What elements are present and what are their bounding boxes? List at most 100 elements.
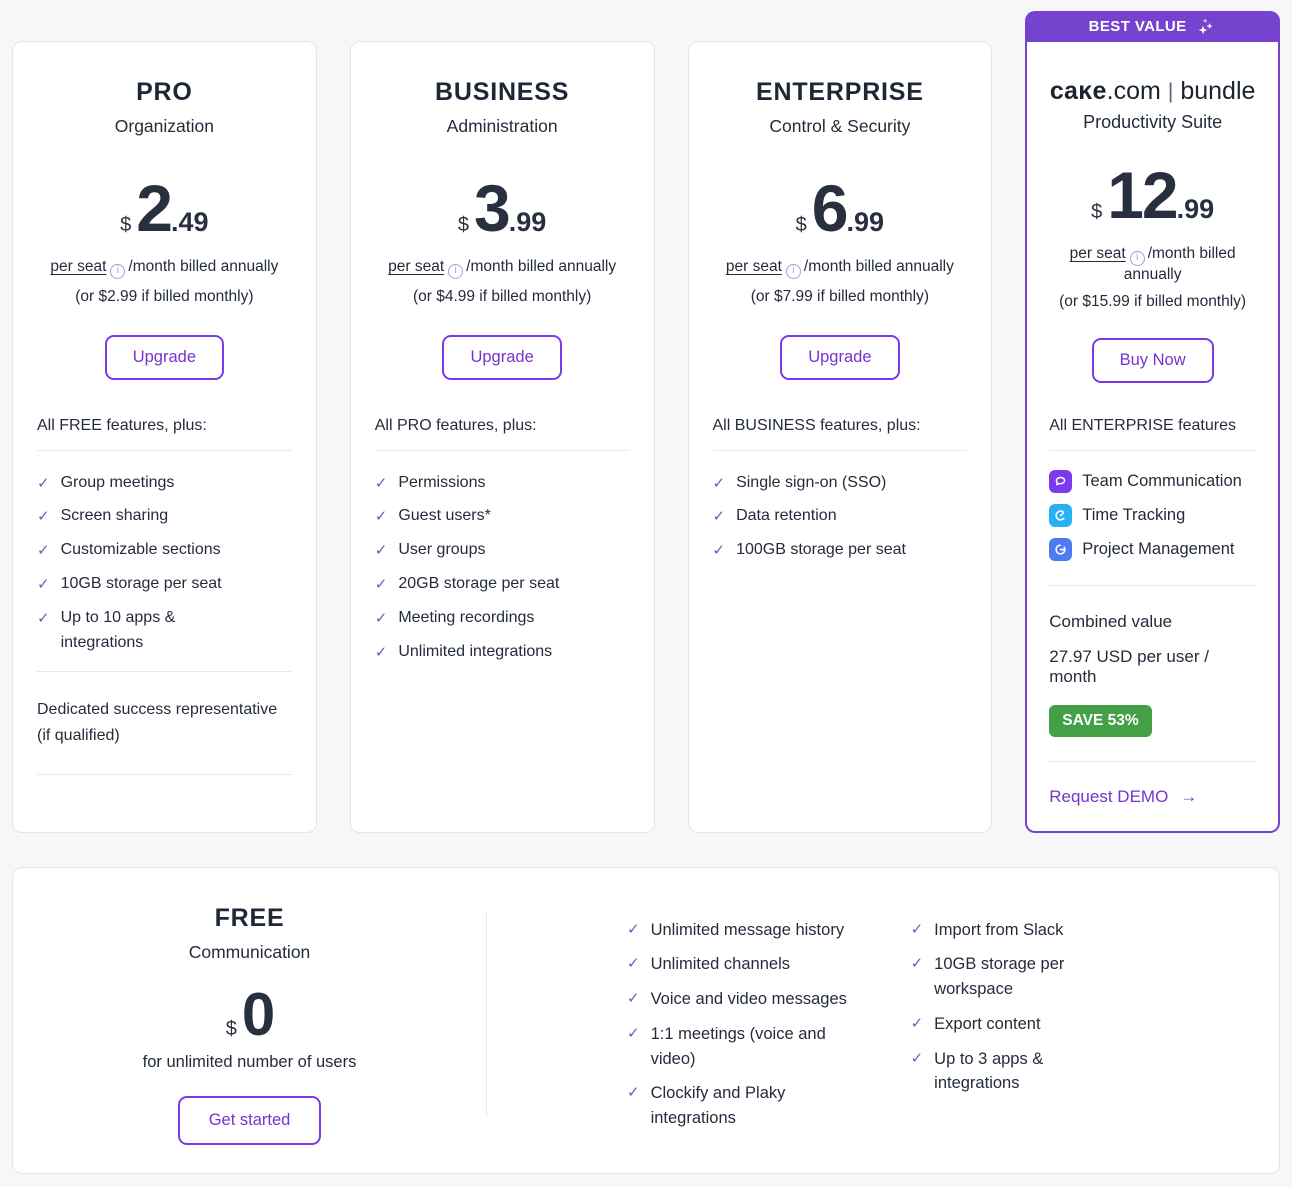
- divider: [37, 774, 292, 776]
- check-icon: ✓: [910, 1049, 924, 1067]
- check-icon: ✓: [627, 955, 640, 973]
- divider: [1049, 449, 1256, 451]
- check-icon: ✓: [374, 644, 388, 662]
- brand-dotcom: .com: [1106, 77, 1161, 105]
- info-icon[interactable]: i: [448, 263, 464, 279]
- feature-item: ✓ 100GB storage per seat: [713, 538, 968, 563]
- free-features-column-1: ✓ Unlimited message history ✓ Unlimited ch…: [627, 918, 856, 1153]
- brand-cake: caĸe: [1049, 77, 1107, 105]
- feature-item: ✓ Export content: [911, 1012, 1085, 1037]
- check-icon: ✓: [712, 474, 726, 492]
- feature-item: ✓ Group meetings: [37, 471, 292, 496]
- info-icon[interactable]: i: [785, 263, 801, 279]
- sparkles-icon: [1196, 16, 1217, 37]
- billing-line: per seat i/month billed annually: [713, 258, 968, 279]
- cake-com-bundle-logo: caĸe .com | bundle: [1049, 77, 1256, 106]
- plan-tagline: Organization: [114, 116, 214, 136]
- info-icon[interactable]: i: [110, 263, 126, 279]
- check-icon: ✓: [37, 610, 50, 628]
- plan-price: $6.99: [713, 175, 968, 241]
- app-row-team-communication: Team Communication: [1049, 469, 1256, 493]
- price-decimal: .49: [171, 207, 209, 237]
- upgrade-button-business[interactable]: Upgrade: [442, 334, 562, 380]
- billing-line: per seat i/month billed annually: [375, 258, 630, 279]
- feature-item: ✓ Single sign-on (SSO): [713, 471, 968, 496]
- divider: [374, 449, 630, 451]
- price-decimal: .99: [1176, 194, 1215, 224]
- buy-now-button[interactable]: Buy Now: [1091, 337, 1214, 383]
- check-icon: ✓: [910, 955, 924, 973]
- free-plan-summary: FREE Communication $0 for unlimited numb…: [13, 868, 486, 1173]
- ribbon-label: BEST VALUE: [1088, 18, 1187, 35]
- monthly-note: (or $4.99 if billed monthly): [412, 287, 592, 305]
- plan-tagline: Administration: [446, 116, 558, 136]
- plan-tagline: Control & Security: [769, 116, 911, 136]
- free-features-column-2: ✓ Import from Slack ✓ 10GB storage per wor…: [911, 918, 1085, 1153]
- plan-name-business: BUSINESS: [435, 78, 570, 106]
- free-features: ✓ Unlimited message history ✓ Unlimited ch…: [487, 868, 1279, 1173]
- get-started-button[interactable]: Get started: [177, 1095, 322, 1145]
- feature-item: ✓ Up to 3 apps & integrations: [911, 1047, 1085, 1097]
- monthly-note: (or $15.99 if billed monthly): [1059, 292, 1247, 310]
- divider: [37, 671, 292, 673]
- plan-name-enterprise: ENTERPRISE: [755, 78, 924, 106]
- per-seat-tooltip-trigger[interactable]: per seat: [725, 258, 782, 275]
- price-decimal: .99: [508, 207, 547, 237]
- app-label: Project Management: [1082, 539, 1235, 558]
- per-seat-tooltip-trigger[interactable]: per seat: [388, 258, 445, 275]
- check-icon: ✓: [627, 1084, 640, 1102]
- request-demo-link[interactable]: Request DEMO →: [1049, 786, 1198, 806]
- feature-item: ✓ Unlimited channels: [627, 952, 856, 977]
- upgrade-button-pro[interactable]: Upgrade: [104, 334, 225, 380]
- per-seat-tooltip-trigger[interactable]: per seat: [50, 258, 107, 275]
- info-icon[interactable]: i: [1129, 250, 1145, 266]
- plan-card-pro: PRO Organization $2.49 per seat i/month b…: [12, 41, 317, 833]
- bundle-tagline: Productivity Suite: [1083, 112, 1223, 132]
- feature-item: ✓ 10GB storage per workspace: [911, 952, 1085, 1002]
- price-integer: 12: [1107, 158, 1178, 232]
- app-label: Time Tracking: [1082, 505, 1186, 524]
- check-icon: ✓: [374, 542, 388, 560]
- upgrade-button-enterprise[interactable]: Upgrade: [780, 334, 900, 380]
- feature-item: ✓ User groups: [375, 538, 630, 563]
- plan-card-bundle: BEST VALUE caĸe .com | bundle Productivity …: [1025, 11, 1280, 833]
- currency-symbol: $: [795, 214, 807, 236]
- feature-item: ✓ Unlimited message history: [627, 918, 856, 943]
- feature-item: ✓ Customizable sections: [37, 538, 292, 563]
- feature-item: ✓ Import from Slack: [911, 918, 1085, 943]
- vertical-divider: [486, 911, 487, 1117]
- app-row-project-management: Project Management: [1049, 537, 1256, 561]
- currency-symbol: $: [120, 214, 132, 236]
- check-icon: ✓: [374, 508, 388, 526]
- features-header: All BUSINESS features, plus:: [712, 416, 921, 434]
- features-list: ✓ Group meetings ✓ Screen sharing ✓ Customi…: [37, 471, 292, 657]
- check-icon: ✓: [627, 920, 640, 938]
- check-icon: ✓: [37, 474, 50, 492]
- check-icon: ✓: [712, 542, 726, 560]
- plan-card-enterprise: ENTERPRISE Control & Security $6.99 per …: [687, 41, 993, 833]
- check-icon: ✓: [910, 1014, 924, 1032]
- billing-note: /month billed annually: [128, 258, 279, 275]
- feature-item: ✓ 20GB storage per seat: [375, 572, 630, 597]
- bundle-body: caĸe .com | bundle Productivity Suite $12.9…: [1025, 42, 1280, 833]
- price-integer: 0: [241, 980, 275, 1048]
- per-seat-tooltip-trigger[interactable]: per seat: [1069, 245, 1126, 262]
- free-price: $0: [13, 980, 486, 1048]
- plan-card-business: BUSINESS Administration $3.99 per seat i /…: [349, 41, 655, 833]
- app-label: Team Communication: [1082, 471, 1242, 490]
- check-icon: ✓: [374, 576, 388, 594]
- plans-row: PRO Organization $2.49 per seat i/month b…: [12, 11, 1280, 833]
- feature-item: ✓ Unlimited integrations: [375, 640, 630, 665]
- plan-name-free: FREE: [214, 903, 285, 932]
- check-icon: ✓: [910, 920, 924, 938]
- brand-bundle: bundle: [1180, 77, 1256, 105]
- divider: [37, 449, 292, 451]
- demo-row: Request DEMO →: [1049, 787, 1256, 807]
- features-list: ✓ Single sign-on (SSO) ✓ Data retention ✓ 1…: [713, 471, 968, 564]
- feature-item: ✓ Data retention: [713, 504, 968, 529]
- feature-item: ✓ Screen sharing: [37, 504, 292, 529]
- bundle-apps-list: Team Communication Time Tracking: [1049, 469, 1256, 561]
- feature-item: ✓ Voice and video messages: [627, 987, 856, 1012]
- clock-icon: [1049, 503, 1073, 527]
